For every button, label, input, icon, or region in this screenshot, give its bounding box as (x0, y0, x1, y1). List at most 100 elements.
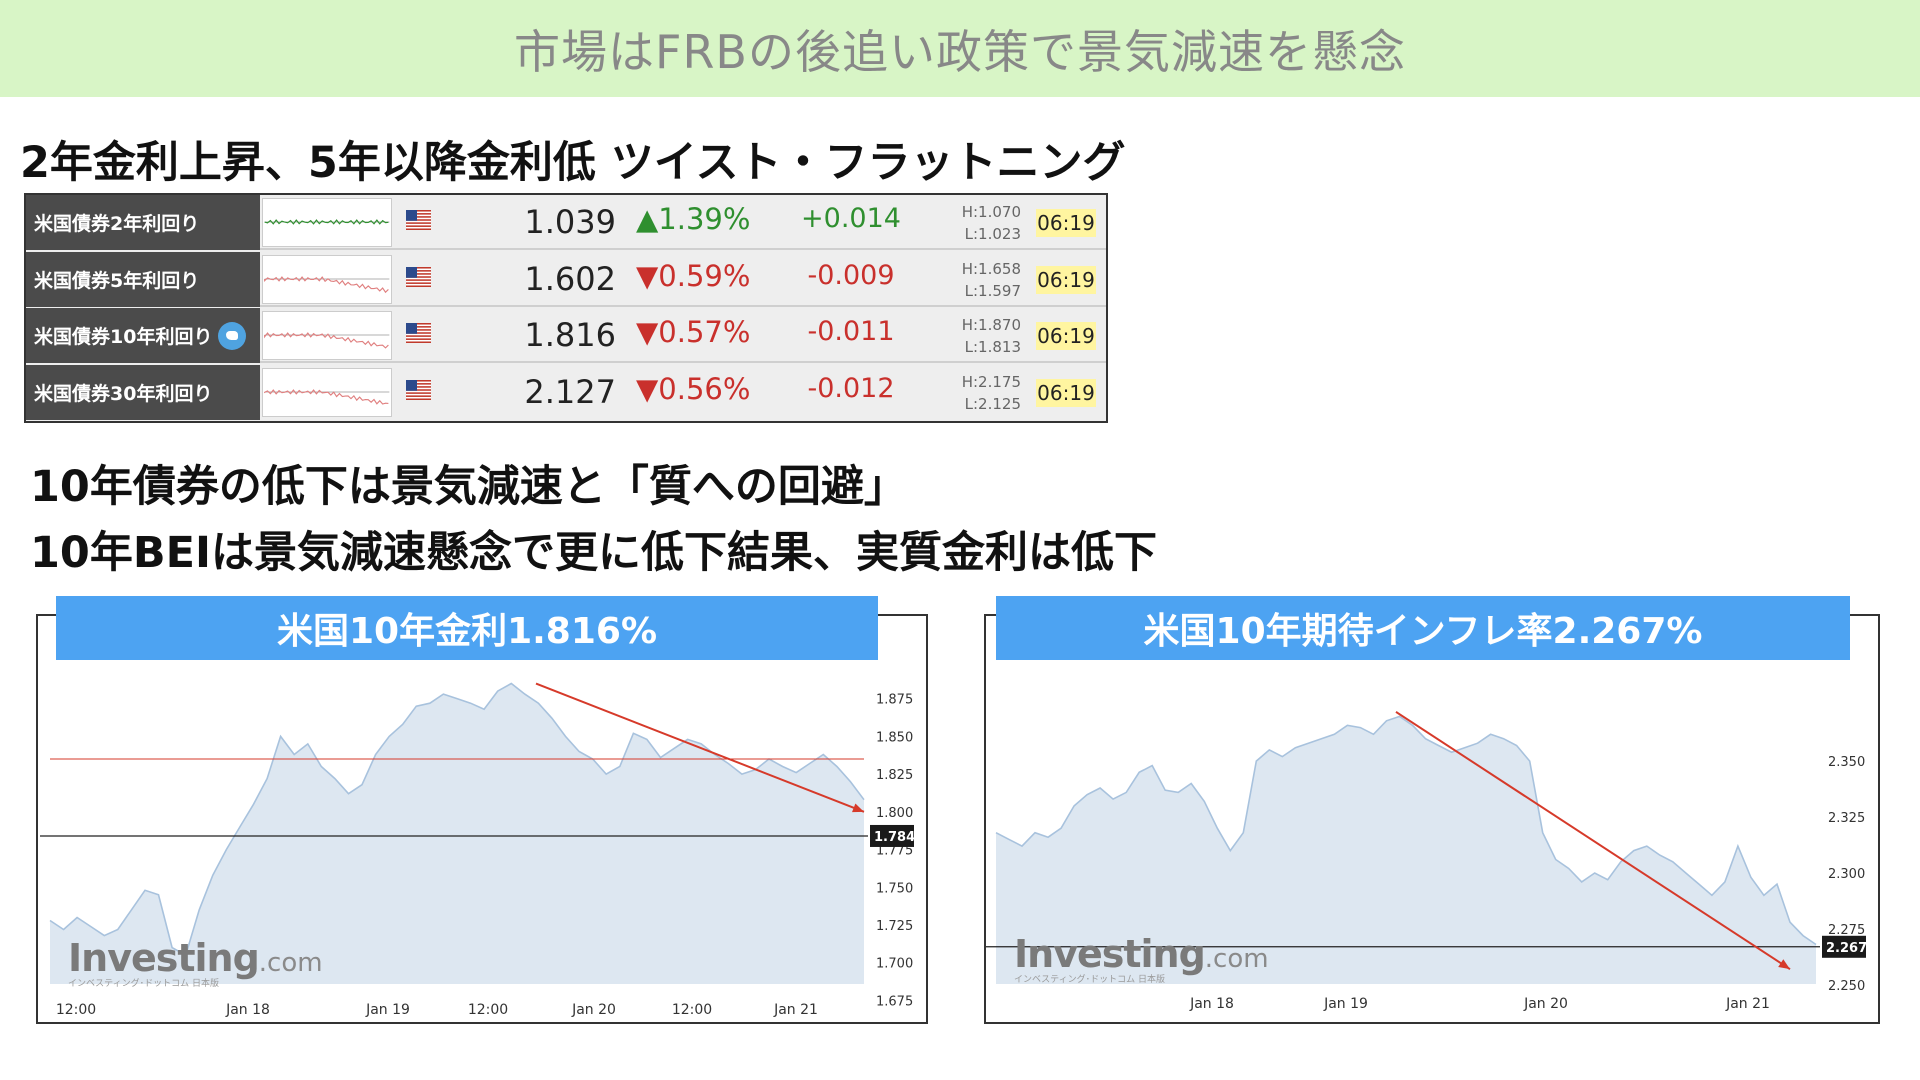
quote-row[interactable]: 米国債券10年利回り 1.816 ▼0.57% -0.011 H:1.870 L:1.81… (26, 308, 1106, 363)
x-tick-label: Jan 20 (1523, 996, 1568, 1012)
quote-low: L:1.813 (964, 338, 1021, 356)
quote-value: 1.816 (524, 316, 616, 354)
bond-quote-table: 米国債券2年利回り 1.039 ▲1.39% +0.014 H:1.070 L:1.023… (24, 193, 1108, 423)
quote-name-cell[interactable]: 米国債券10年利回り (26, 308, 260, 363)
quote-high-low: H:1.070 L:1.023 (931, 201, 1021, 245)
quote-change: +0.014 (801, 203, 901, 234)
quote-high: H:1.658 (961, 259, 1021, 278)
us-flag-icon (406, 379, 431, 400)
heading-10y-bei: 10年BEIは景気減速懸念で更に低下結果、実質金利は低下 (30, 528, 1157, 578)
quote-name[interactable]: 米国債券10年利回り (34, 326, 213, 348)
quote-high-low: H:1.870 L:1.813 (931, 314, 1021, 358)
page-title: 市場はFRBの後追い政策で景気減速を懸念 (514, 24, 1406, 79)
x-tick-label: Jan 21 (1725, 996, 1770, 1012)
x-tick-label: Jan 19 (365, 1002, 410, 1018)
quote-value: 2.127 (524, 372, 616, 411)
quote-high: H:2.175 (961, 372, 1021, 391)
x-tick-label: Jan 18 (225, 1002, 270, 1018)
quote-low: L:1.597 (964, 281, 1021, 300)
y-tick-label: 1.675 (876, 994, 913, 1009)
us-flag-icon (406, 210, 431, 230)
quote-percent-change: ▼0.59% (636, 258, 751, 293)
quote-value: 1.039 (524, 203, 616, 241)
quote-value: 1.602 (524, 259, 616, 298)
x-tick-label: 12:00 (468, 1002, 508, 1018)
y-tick-label: 1.700 (876, 957, 913, 972)
trend-arrow-line (535, 682, 865, 813)
trend-arrow-line (1395, 711, 1791, 970)
twitter-icon[interactable] (218, 321, 247, 350)
title-bar: 市場はFRBの後追い政策で景気減速を懸念 (0, 0, 1920, 97)
trend-arrow-head (1778, 959, 1790, 970)
y-tick-label: 2.250 (1828, 979, 1865, 994)
quote-high: H:1.070 (961, 203, 1021, 221)
y-tick-label: 2.275 (1828, 923, 1865, 938)
y-tick-label: 1.850 (876, 730, 913, 745)
y-tick-label: 1.875 (876, 693, 913, 708)
quote-time: 06:19 (1036, 378, 1096, 407)
current-value-label: 1.784 (874, 830, 915, 845)
y-tick-label: 1.800 (876, 806, 913, 821)
quote-name[interactable]: 米国債券5年利回り (34, 269, 200, 292)
quote-name-cell[interactable]: 米国債券5年利回り (26, 251, 260, 307)
quote-name-cell[interactable]: 米国債券30年利回り (26, 364, 260, 420)
investing-logo: Investing.com インベスティング･ドットコム 日本版 (1014, 932, 1269, 985)
y-tick-label: 2.300 (1828, 867, 1865, 882)
y-tick-label: 1.825 (876, 768, 913, 783)
y-tick-label: 1.775 (876, 844, 913, 859)
logo-text: Investing (1014, 932, 1206, 976)
quote-name-cell[interactable]: 米国債券2年利回り (26, 195, 260, 250)
chart-us10y-bei-title: 米国10年期待インフレ率2.267% (996, 596, 1850, 660)
series-line (49, 682, 865, 957)
quote-percent-change: ▼0.57% (636, 315, 751, 349)
x-tick-label: 12:00 (672, 1002, 712, 1018)
trend-arrow-head (852, 803, 864, 813)
y-tick-label: 2.350 (1828, 755, 1865, 770)
current-value-badge (1822, 935, 1866, 958)
series-line (995, 715, 1817, 946)
current-value-label: 2.267 (1826, 941, 1867, 956)
current-value-badge (870, 824, 914, 847)
quote-change: -0.012 (807, 372, 895, 404)
x-tick-label: Jan 20 (571, 1002, 616, 1018)
quote-name[interactable]: 米国債券2年利回り (34, 213, 200, 235)
quote-sparkline (262, 311, 392, 360)
investing-logo: Investing.com インベスティング･ドットコム 日本版 (68, 936, 323, 989)
logo-suffix: .com (1204, 944, 1269, 974)
x-tick-label: 12:00 (56, 1002, 96, 1018)
quote-sparkline (262, 198, 392, 247)
quote-row[interactable]: 米国債券5年利回り 1.602 ▼0.59% -0.009 H:1.658 L:1.597… (26, 251, 1106, 307)
y-tick-label: 1.750 (876, 881, 913, 896)
y-tick-label: 2.325 (1828, 811, 1865, 826)
logo-subtext: インベスティング･ドットコム 日本版 (1014, 975, 1166, 985)
x-tick-label: Jan 19 (1323, 996, 1368, 1012)
quote-low: L:1.023 (964, 225, 1021, 243)
quote-name[interactable]: 米国債券30年利回り (34, 382, 213, 405)
chart-us10y-yield: 1.875 1.850 1.825 1.800 1.775 1.750 1.725 1.700… (36, 614, 928, 1024)
quote-sparkline (262, 254, 392, 304)
quote-time: 06:19 (1036, 322, 1096, 350)
x-tick-label: Jan 21 (773, 1002, 818, 1018)
quote-change: -0.011 (807, 316, 895, 347)
chart-us10y-bei-plot: 2.350 2.325 2.300 2.275 2.250 2.267 Jan 18 Jan … (986, 711, 1867, 1012)
heading-10y-decline: 10年債券の低下は景気減速と「質への回避」 (30, 462, 907, 512)
quote-time: 06:19 (1036, 209, 1096, 237)
quote-low: L:2.125 (964, 394, 1021, 413)
heading-twist-flattening: 2年金利上昇、5年以降金利低 ツイスト・フラットニング (20, 138, 1126, 188)
quote-row[interactable]: 米国債券2年利回り 1.039 ▲1.39% +0.014 H:1.070 L:1.023… (26, 195, 1106, 250)
x-tick-label: Jan 18 (1189, 996, 1234, 1012)
quote-time: 06:19 (1036, 265, 1096, 294)
us-flag-icon (406, 323, 431, 343)
quote-row[interactable]: 米国債券30年利回り 2.127 ▼0.56% -0.012 H:2.175 L:2.12… (26, 364, 1106, 420)
y-tick-label: 1.725 (876, 919, 913, 934)
quote-high-low: H:2.175 L:2.125 (931, 371, 1021, 415)
chart-us10y-plot: 1.875 1.850 1.825 1.800 1.775 1.750 1.725 1.700… (40, 682, 915, 1018)
logo-text: Investing (68, 936, 260, 980)
quote-high-low: H:1.658 L:1.597 (931, 258, 1021, 302)
us-flag-icon (406, 266, 431, 287)
quote-percent-change: ▼0.56% (636, 371, 751, 406)
quote-sparkline (262, 367, 392, 417)
quote-percent-change: ▲1.39% (636, 202, 751, 236)
logo-suffix: .com (258, 948, 323, 978)
quote-high: H:1.870 (961, 316, 1021, 334)
